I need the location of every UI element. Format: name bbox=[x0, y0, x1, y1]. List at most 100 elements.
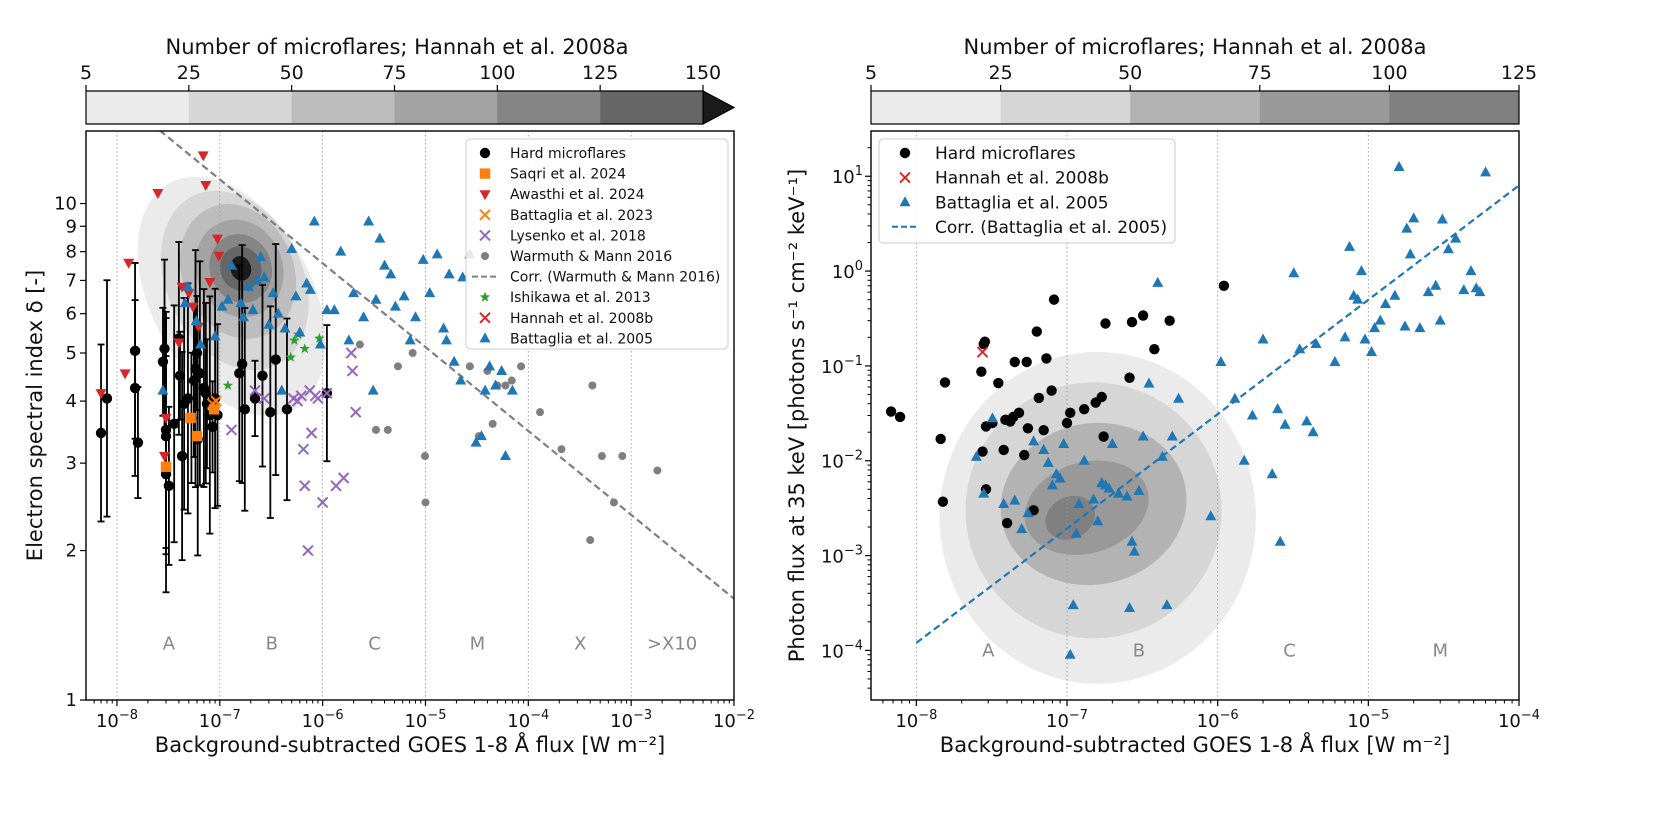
legend-marker bbox=[479, 229, 491, 242]
x-tick-label: 10−5 bbox=[1347, 708, 1389, 732]
x-tick-label: 10−6 bbox=[1197, 708, 1239, 732]
data-point bbox=[389, 300, 401, 311]
data-point bbox=[457, 271, 469, 282]
data-point bbox=[249, 393, 261, 404]
data-point bbox=[257, 370, 268, 381]
colorbar-segment bbox=[394, 91, 498, 124]
data-point bbox=[358, 311, 370, 322]
colorbar-tick-label: 5 bbox=[865, 62, 877, 84]
legend-marker bbox=[899, 147, 911, 159]
y-tick-label: 10−3 bbox=[821, 543, 863, 567]
data-point bbox=[289, 334, 300, 345]
data-point bbox=[222, 293, 234, 304]
data-point bbox=[152, 189, 164, 200]
data-point bbox=[1092, 515, 1104, 526]
legend-label: Hannah et al. 2008b bbox=[935, 169, 1109, 189]
x-tick-label-exponent: −8 bbox=[119, 708, 138, 723]
x-tick-label-mantissa: 10 bbox=[1498, 711, 1521, 732]
data-point bbox=[1173, 392, 1185, 403]
goes-class-label: M bbox=[1432, 640, 1448, 661]
data-point bbox=[328, 304, 340, 315]
data-point bbox=[986, 412, 998, 423]
data-point bbox=[1404, 248, 1416, 259]
data-point bbox=[1042, 456, 1054, 467]
colorbar-tick-label: 25 bbox=[989, 62, 1013, 84]
data-point bbox=[249, 384, 261, 397]
correlation-line bbox=[158, 131, 734, 600]
data-point bbox=[316, 496, 329, 509]
data-point bbox=[265, 406, 276, 418]
legend-label: Battaglia et al. 2005 bbox=[510, 331, 653, 347]
data-point bbox=[937, 496, 949, 507]
data-point bbox=[1016, 523, 1028, 534]
legend: Hard microflares Saqri et al. 2024 Awasthi… bbox=[465, 138, 729, 350]
data-point bbox=[1442, 243, 1454, 254]
data-point bbox=[1078, 454, 1090, 465]
data-point bbox=[1061, 417, 1073, 429]
x-tick-label: 10−8 bbox=[96, 708, 138, 732]
goes-class-label: C bbox=[1283, 640, 1296, 661]
data-point bbox=[213, 251, 225, 262]
data-point bbox=[207, 421, 218, 433]
data-point bbox=[440, 334, 452, 345]
data-point bbox=[1355, 265, 1367, 276]
data-point bbox=[235, 297, 247, 308]
colorbar-tick-label: 50 bbox=[280, 62, 304, 84]
data-point bbox=[314, 338, 326, 349]
data-point bbox=[939, 377, 951, 388]
data-point bbox=[1065, 407, 1076, 419]
colorbar-tick-label: 5 bbox=[80, 62, 92, 84]
data-point bbox=[1001, 517, 1013, 529]
data-point bbox=[195, 338, 207, 349]
y-tick-label: 5 bbox=[66, 343, 77, 364]
data-point bbox=[168, 418, 180, 430]
data-point bbox=[1374, 314, 1386, 325]
data-point bbox=[304, 283, 316, 294]
colorbar-segment bbox=[291, 91, 395, 124]
legend: Hard microflares Hannah et al. 2008b Batta… bbox=[878, 138, 1176, 244]
y-tick-label: 6 bbox=[66, 304, 77, 325]
x-tick-label-mantissa: 10 bbox=[199, 711, 222, 732]
data-point bbox=[1149, 344, 1160, 355]
x-tick-label: 10−2 bbox=[713, 708, 755, 732]
data-point bbox=[1124, 602, 1136, 613]
legend-entry: Hard microflares bbox=[899, 144, 1076, 164]
data-point bbox=[1257, 333, 1269, 344]
series-battaglia-et-al-2005 bbox=[157, 215, 518, 461]
legend-marker bbox=[479, 147, 491, 159]
data-point bbox=[1009, 356, 1020, 368]
data-point bbox=[977, 446, 988, 457]
legend-entry: Warmuth & Mann 2016 bbox=[481, 249, 672, 265]
data-point bbox=[1380, 297, 1392, 308]
data-point bbox=[1389, 289, 1401, 300]
data-point bbox=[272, 307, 284, 318]
data-point bbox=[159, 452, 171, 463]
y-tick-label: 4 bbox=[66, 391, 77, 412]
data-point bbox=[488, 419, 497, 428]
y-tick-label: 10 bbox=[54, 194, 77, 215]
data-point bbox=[321, 304, 333, 315]
colorbar-segment bbox=[497, 91, 601, 124]
data-point bbox=[1073, 497, 1085, 508]
goes-class-label: M bbox=[470, 633, 486, 654]
goes-class-label: B bbox=[266, 633, 278, 654]
data-point bbox=[1022, 507, 1034, 518]
data-point bbox=[1070, 527, 1082, 538]
x-tick-label: 10−3 bbox=[610, 708, 652, 732]
data-point bbox=[1041, 353, 1052, 364]
y-tick-label: 10−4 bbox=[821, 638, 863, 662]
legend-marker bbox=[479, 209, 491, 221]
data-point bbox=[421, 452, 430, 461]
data-point bbox=[1272, 403, 1284, 414]
x-tick-label-mantissa: 10 bbox=[1197, 711, 1220, 732]
data-point bbox=[500, 450, 512, 461]
data-point bbox=[1096, 391, 1107, 403]
data-point bbox=[885, 406, 897, 417]
data-point bbox=[1038, 424, 1049, 436]
legend-label: Saqri et al. 2024 bbox=[510, 167, 626, 183]
x-tick-label-mantissa: 10 bbox=[507, 711, 530, 732]
data-point bbox=[281, 404, 293, 415]
data-point bbox=[370, 293, 382, 304]
data-point bbox=[1098, 431, 1109, 442]
data-point bbox=[653, 466, 662, 475]
